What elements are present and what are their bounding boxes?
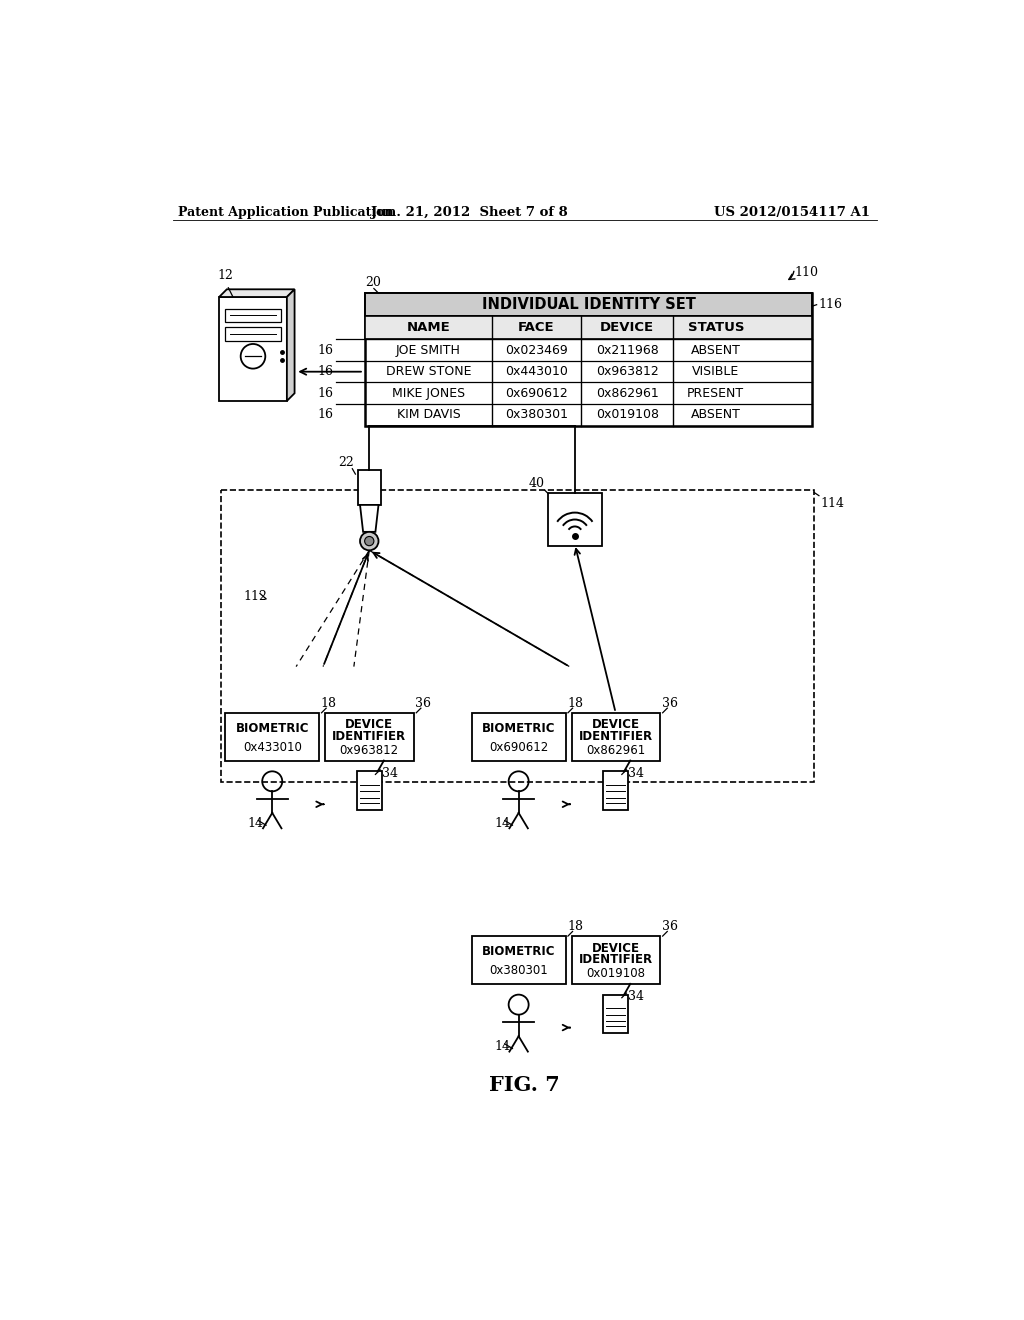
Text: 0x380301: 0x380301: [505, 408, 568, 421]
Text: 116: 116: [818, 298, 842, 312]
Polygon shape: [357, 771, 382, 810]
Text: 0x380301: 0x380301: [489, 964, 548, 977]
Polygon shape: [571, 936, 660, 983]
Text: 18: 18: [321, 697, 337, 710]
Polygon shape: [326, 713, 414, 760]
Polygon shape: [225, 713, 319, 760]
Circle shape: [360, 532, 379, 550]
Text: FIG. 7: FIG. 7: [489, 1074, 560, 1094]
Text: 34: 34: [628, 767, 644, 780]
Text: INDIVIDUAL IDENTITY SET: INDIVIDUAL IDENTITY SET: [481, 297, 695, 313]
Polygon shape: [603, 995, 628, 1034]
Text: 0x862961: 0x862961: [596, 387, 658, 400]
Text: NAME: NAME: [407, 321, 451, 334]
Text: DEVICE: DEVICE: [592, 941, 640, 954]
Text: BIOMETRIC: BIOMETRIC: [236, 722, 309, 734]
Polygon shape: [472, 936, 565, 983]
Text: 22: 22: [339, 455, 354, 469]
Text: 20: 20: [366, 276, 381, 289]
Polygon shape: [366, 293, 812, 317]
Text: PRESENT: PRESENT: [687, 387, 744, 400]
Text: VISIBLE: VISIBLE: [692, 366, 739, 379]
Text: 0x690612: 0x690612: [505, 387, 567, 400]
Text: 18: 18: [567, 920, 583, 933]
Polygon shape: [357, 470, 381, 506]
Text: 0x019108: 0x019108: [596, 408, 658, 421]
Polygon shape: [603, 771, 628, 810]
Polygon shape: [287, 289, 295, 401]
Text: 16: 16: [317, 387, 333, 400]
Text: BIOMETRIC: BIOMETRIC: [482, 945, 555, 958]
Text: 0x433010: 0x433010: [243, 741, 302, 754]
Text: BIOMETRIC: BIOMETRIC: [482, 722, 555, 734]
Text: Jun. 21, 2012  Sheet 7 of 8: Jun. 21, 2012 Sheet 7 of 8: [371, 206, 567, 219]
Polygon shape: [548, 494, 602, 545]
Text: 14: 14: [494, 1040, 510, 1053]
Text: 0x963812: 0x963812: [596, 366, 658, 379]
Text: IDENTIFIER: IDENTIFIER: [579, 730, 652, 743]
Polygon shape: [571, 713, 660, 760]
Text: 16: 16: [317, 408, 333, 421]
Text: IDENTIFIER: IDENTIFIER: [579, 953, 652, 966]
Text: 16: 16: [317, 343, 333, 356]
Text: 0x019108: 0x019108: [586, 966, 645, 979]
Polygon shape: [360, 506, 379, 532]
Text: US 2012/0154117 A1: US 2012/0154117 A1: [714, 206, 869, 219]
Text: 0x862961: 0x862961: [586, 743, 645, 756]
Text: 34: 34: [382, 767, 397, 780]
Text: DREW STONE: DREW STONE: [386, 366, 471, 379]
Text: IDENTIFIER: IDENTIFIER: [332, 730, 407, 743]
Text: 34: 34: [628, 990, 644, 1003]
Text: STATUS: STATUS: [687, 321, 744, 334]
Text: 110: 110: [795, 267, 818, 280]
Circle shape: [365, 536, 374, 545]
Text: 112: 112: [243, 590, 267, 603]
Text: 12: 12: [217, 268, 233, 281]
Text: KIM DAVIS: KIM DAVIS: [396, 408, 461, 421]
Text: 0x023469: 0x023469: [505, 343, 567, 356]
Text: 36: 36: [416, 697, 431, 710]
Text: 16: 16: [317, 366, 333, 379]
Text: ABSENT: ABSENT: [691, 343, 740, 356]
Polygon shape: [219, 297, 287, 401]
Text: 40: 40: [528, 478, 545, 490]
Polygon shape: [366, 317, 812, 339]
Text: 114: 114: [820, 498, 845, 511]
Text: FACE: FACE: [518, 321, 555, 334]
Text: 14: 14: [494, 817, 510, 830]
Polygon shape: [366, 293, 812, 425]
Text: 14: 14: [248, 817, 263, 830]
Text: DEVICE: DEVICE: [592, 718, 640, 731]
Polygon shape: [472, 713, 565, 760]
Text: 36: 36: [662, 697, 678, 710]
Text: JOE SMITH: JOE SMITH: [396, 343, 461, 356]
Text: 18: 18: [567, 697, 583, 710]
Text: DEVICE: DEVICE: [345, 718, 393, 731]
Text: 0x963812: 0x963812: [340, 743, 398, 756]
Text: Patent Application Publication: Patent Application Publication: [178, 206, 394, 219]
Text: MIKE JONES: MIKE JONES: [392, 387, 465, 400]
Text: 0x443010: 0x443010: [505, 366, 567, 379]
Text: 0x690612: 0x690612: [489, 741, 548, 754]
Text: 0x211968: 0x211968: [596, 343, 658, 356]
Text: ABSENT: ABSENT: [691, 408, 740, 421]
Polygon shape: [219, 289, 295, 297]
Text: DEVICE: DEVICE: [600, 321, 654, 334]
Text: 36: 36: [662, 920, 678, 933]
